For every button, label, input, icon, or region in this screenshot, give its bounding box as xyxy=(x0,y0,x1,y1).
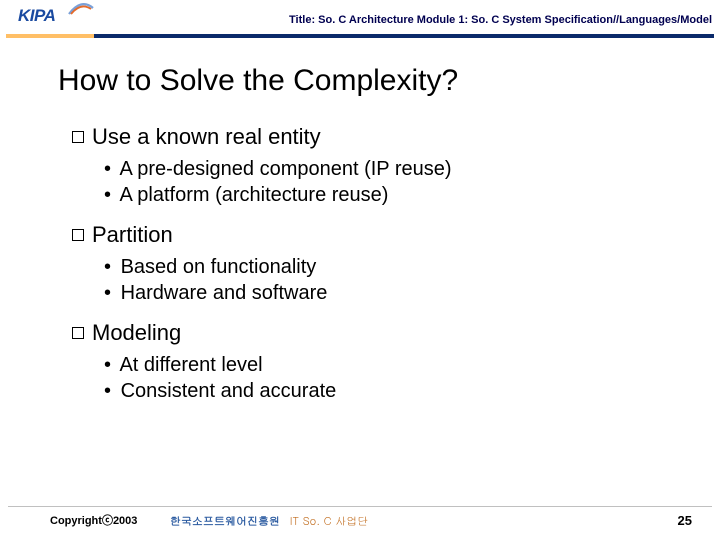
lvl1-label: Use a known real entity xyxy=(92,124,321,149)
bullet-lvl2: • At different level xyxy=(100,352,680,378)
dot-bullet-icon: • xyxy=(104,352,111,378)
page-number: 25 xyxy=(678,513,692,528)
bullet-lvl2: • A platform (architecture reuse) xyxy=(100,182,680,208)
footer-org-en: IT So. C 사업단 xyxy=(290,514,369,529)
lvl2-label: A platform (architecture reuse) xyxy=(119,184,388,206)
lvl2-group: • At different level • Consistent and ac… xyxy=(100,352,680,404)
dot-bullet-icon: • xyxy=(104,254,111,280)
dot-bullet-icon: • xyxy=(104,156,111,182)
copyright: Copyrightⓒ2003 xyxy=(50,512,137,528)
lvl2-label: At different level xyxy=(119,354,262,376)
square-bullet-icon xyxy=(72,131,84,143)
bullet-lvl1: Modeling xyxy=(72,320,680,346)
header-divider xyxy=(6,34,714,38)
lvl1-label: Partition xyxy=(92,222,173,247)
logo: KIPA xyxy=(18,6,55,26)
header: KIPA Title: So. C Architecture Module 1:… xyxy=(0,0,720,38)
square-bullet-icon xyxy=(72,327,84,339)
footer-divider xyxy=(8,506,712,507)
lvl2-group: • Based on functionality • Hardware and … xyxy=(100,254,680,306)
content-body: Use a known real entity • A pre-designed… xyxy=(72,124,680,416)
footer-org-kr: 한국소프트웨어진흥원 xyxy=(170,514,280,529)
dot-bullet-icon: • xyxy=(104,182,111,208)
footer: Copyrightⓒ2003 한국소프트웨어진흥원 IT So. C 사업단 2… xyxy=(0,506,720,540)
dot-bullet-icon: • xyxy=(104,280,111,306)
bullet-lvl1: Partition xyxy=(72,222,680,248)
lvl1-label: Modeling xyxy=(92,320,181,345)
logo-swoosh-icon xyxy=(68,2,94,16)
bullet-lvl1: Use a known real entity xyxy=(72,124,680,150)
bullet-lvl2: • A pre-designed component (IP reuse) xyxy=(100,156,680,182)
header-title: Title: So. C Architecture Module 1: So. … xyxy=(289,14,712,26)
lvl2-group: • A pre-designed component (IP reuse) • … xyxy=(100,156,680,208)
square-bullet-icon xyxy=(72,229,84,241)
lvl2-label: Consistent and accurate xyxy=(121,380,337,402)
bullet-lvl2: • Consistent and accurate xyxy=(100,378,680,404)
dot-bullet-icon: • xyxy=(104,378,111,404)
footer-org: 한국소프트웨어진흥원 IT So. C 사업단 xyxy=(170,514,368,529)
lvl2-label: A pre-designed component (IP reuse) xyxy=(119,158,451,180)
page-title: How to Solve the Complexity? xyxy=(58,64,458,98)
lvl2-label: Based on functionality xyxy=(121,256,317,278)
bullet-lvl2: • Based on functionality xyxy=(100,254,680,280)
slide: KIPA Title: So. C Architecture Module 1:… xyxy=(0,0,720,540)
lvl2-label: Hardware and software xyxy=(121,282,328,304)
bullet-lvl2: • Hardware and software xyxy=(100,280,680,306)
